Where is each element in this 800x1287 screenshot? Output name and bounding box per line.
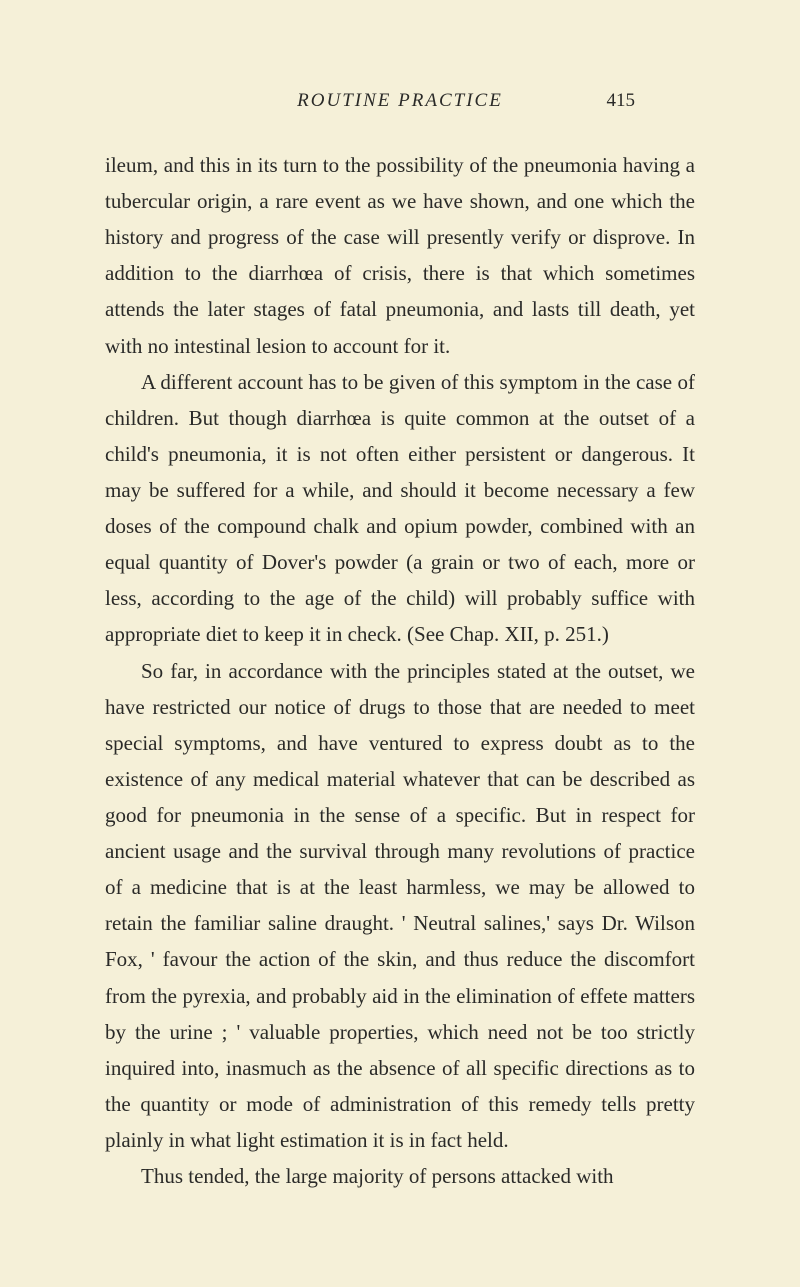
page-body: ileum, and this in its turn to the possi…: [105, 147, 695, 1194]
paragraph-2: A different account has to be given of t…: [105, 364, 695, 653]
paragraph-3: So far, in accordance with the principle…: [105, 653, 695, 1159]
running-title: ROUTINE PRACTICE: [205, 90, 595, 112]
paragraph-4: Thus tended, the large majority of perso…: [105, 1158, 695, 1194]
page-header: ROUTINE PRACTICE 415: [105, 90, 695, 112]
page-number: 415: [595, 90, 635, 112]
paragraph-1: ileum, and this in its turn to the possi…: [105, 147, 695, 364]
